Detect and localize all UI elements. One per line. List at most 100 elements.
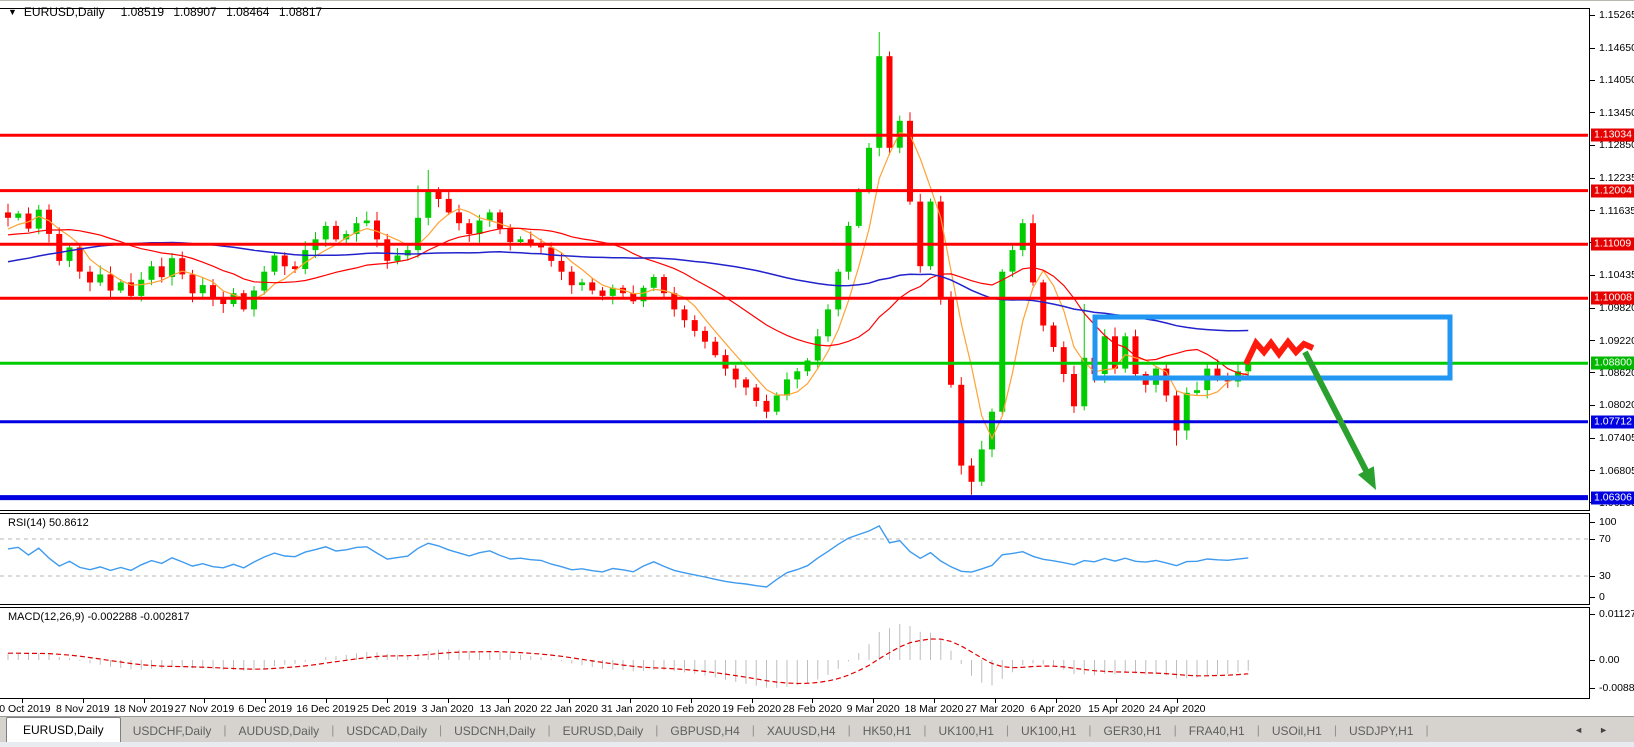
projection-arrow-shaft[interactable] (1302, 350, 1371, 476)
tab-scroll-left-button[interactable]: ◄ (1574, 724, 1584, 735)
candle-body (1173, 395, 1180, 431)
ohlc-open: 1.08519 (120, 5, 164, 19)
tab-audusd-daily[interactable]: AUDUSD,Daily (238, 724, 320, 738)
tab-fra40-h1[interactable]: FRA40,H1 (1188, 724, 1245, 738)
candle-body (1081, 357, 1088, 407)
candle-body (56, 234, 63, 261)
date-label: 18 Mar 2020 (904, 703, 964, 715)
tab-usdcnh-daily[interactable]: USDCNH,Daily (454, 724, 536, 738)
candle-body (527, 239, 534, 245)
price-tick-1.12850-tick (1590, 144, 1595, 146)
date-tick (204, 699, 206, 703)
macd-tick-0-label: 0.011277 (1599, 608, 1634, 620)
candle-body (261, 271, 268, 291)
price-path-sketch[interactable] (1243, 337, 1315, 366)
candle-body (1112, 336, 1118, 369)
tab-separator: | (1256, 722, 1260, 737)
candle-body (199, 285, 206, 294)
candle-body (978, 449, 985, 482)
date-label: 3 Jan 2020 (421, 703, 474, 715)
candle-body (486, 212, 493, 221)
macd-label: MACD(12,26,9) -0.002288 -0.002817 (8, 611, 190, 623)
rsi-tick-0-label: 0 (1599, 591, 1605, 603)
candle-body (333, 225, 339, 240)
date-tick (82, 699, 84, 703)
tab-uk100-h1[interactable]: UK100,H1 (938, 724, 994, 738)
resistance-1-price-label: 1.13034 (1591, 128, 1634, 142)
date-tick (630, 699, 631, 703)
ohlc-high: 1.08907 (173, 5, 217, 19)
tab-usdjpy-h1[interactable]: USDJPY,H1 (1348, 724, 1414, 738)
date-label: 31 Jan 2020 (601, 703, 659, 715)
tab-separator: | (331, 722, 335, 737)
tab-scroll-right-button[interactable]: ► (1599, 724, 1608, 735)
tab-eurusd-daily[interactable]: EURUSD,Daily (562, 724, 644, 738)
tab-hk50-h1[interactable]: HK50,H1 (862, 724, 912, 738)
candle-body (804, 360, 811, 372)
rsi-line (7, 524, 1249, 588)
macd-tick-1-tick (1590, 659, 1595, 661)
price-axis[interactable]: 1.15265 1.14650 1.14050 1.13450 1.12850 1.122… (1590, 0, 1634, 747)
support-2-price-label: 1.06306 (1591, 491, 1634, 505)
candle-body (138, 279, 145, 296)
price-tick-1.07405-tick (1590, 437, 1595, 439)
tab-uk100-h1[interactable]: UK100,H1 (1021, 724, 1077, 738)
price-tick-1.08020-tick (1590, 404, 1595, 406)
tab-gbpusd-h4[interactable]: GBPUSD,H4 (670, 724, 740, 738)
candle-body (1071, 374, 1077, 407)
candle-body (25, 213, 32, 229)
rsi-tick-70-tick (1590, 538, 1595, 540)
candlestick-chart-canvas[interactable] (0, 9, 1588, 510)
symbol-dropdown-icon[interactable]: ▼ (8, 7, 17, 17)
tab-separator: | (547, 722, 551, 737)
candle-body (763, 400, 770, 412)
candle-body (1163, 368, 1170, 396)
rsi-tick-0-tick (1590, 596, 1595, 598)
candle-body (35, 209, 42, 229)
candle-body (1060, 347, 1067, 374)
rsi-indicator-pane[interactable]: RSI(14) 50.8612 (0, 513, 1590, 605)
candle-body (1009, 250, 1016, 272)
candle-body (445, 198, 452, 213)
tab-usoil-h1[interactable]: USOil,H1 (1271, 724, 1322, 738)
date-label: 24 Apr 2020 (1148, 703, 1206, 715)
tab-ger30-h1[interactable]: GER30,H1 (1103, 724, 1162, 738)
ma-fast-orange (7, 132, 1249, 441)
price-tick-1.09820-label: 1.09820 (1599, 302, 1634, 315)
consolidation-rectangle[interactable] (1092, 314, 1453, 381)
projection-arrow-head[interactable] (1357, 466, 1376, 490)
candle-body (251, 290, 257, 310)
macd-tick-2-label: -0.008845 (1599, 682, 1634, 694)
tab-separator: | (751, 722, 755, 737)
candle-body (117, 282, 124, 291)
rsi-chart-canvas[interactable] (0, 514, 1588, 604)
tab-xauusd-h4[interactable]: XAUUSD,H4 (766, 724, 836, 738)
date-label: 30 Oct 2019 (0, 703, 51, 715)
date-label: 6 Apr 2020 (1030, 703, 1081, 715)
price-tick-1.10435-label: 1.10435 (1599, 269, 1634, 282)
candle-body (876, 56, 883, 148)
candle-body (814, 336, 821, 361)
date-label: 8 Nov 2019 (55, 703, 110, 715)
symbol-timeframe-label: EURUSD,Daily (23, 5, 105, 19)
chart-header: ▼ EURUSD,Daily 1.08519 1.08907 1.08464 1… (8, 5, 328, 19)
tab-usdchf-daily[interactable]: USDCHF,Daily (132, 724, 212, 738)
candle-body (148, 266, 155, 280)
date-tick (1177, 699, 1179, 703)
candle-body (773, 395, 780, 412)
candle-body (1245, 362, 1252, 372)
chart-tabs: EURUSD,Daily USDCHF,Daily | AUDUSD,Daily | US… (0, 717, 1429, 742)
candle-body (1050, 325, 1057, 347)
macd-indicator-pane[interactable]: MACD(12,26,9) -0.002288 -0.002817 (0, 607, 1590, 699)
tab-separator: | (223, 722, 227, 737)
rsi-label: RSI(14) 50.8612 (8, 517, 89, 529)
macd-chart-canvas[interactable] (0, 608, 1588, 698)
main-chart-pane[interactable] (0, 8, 1590, 511)
tab-eurusd-daily[interactable]: EURUSD,Daily (6, 717, 121, 742)
candle-body (1183, 392, 1190, 431)
date-tick (690, 699, 692, 703)
tab-usdcad-daily[interactable]: USDCAD,Daily (346, 724, 427, 738)
price-tick-1.13450-tick (1590, 112, 1595, 114)
candle-body (46, 209, 52, 234)
